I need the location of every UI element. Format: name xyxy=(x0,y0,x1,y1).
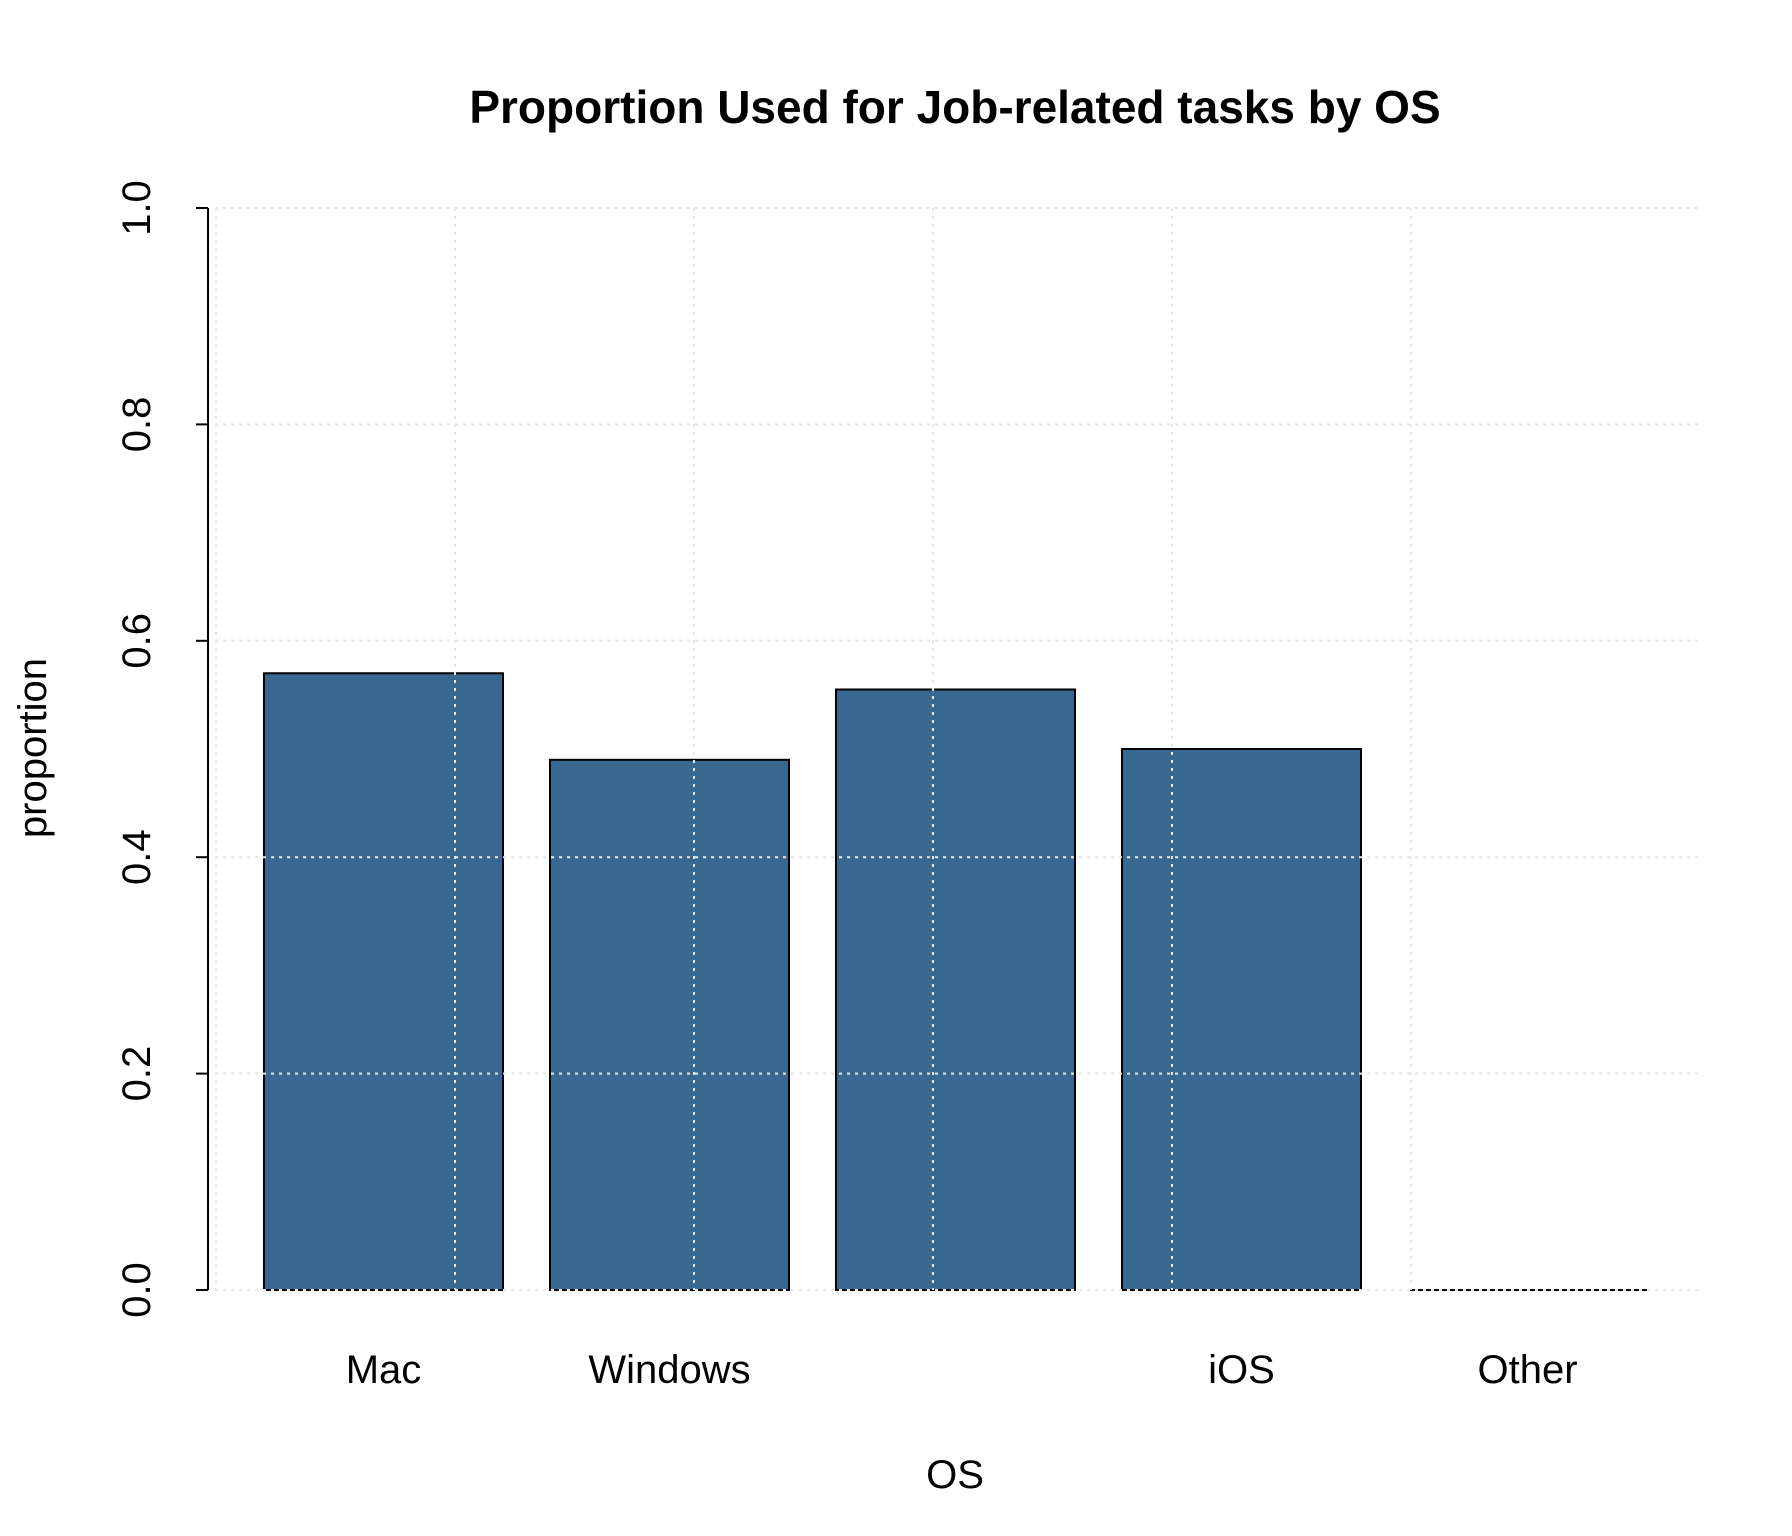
y-axis: 0.0 0.2 0.4 0.6 0.8 1.0 xyxy=(115,180,209,1318)
x-tick-label-ios: iOS xyxy=(1208,1348,1275,1392)
y-tick-label: 0.2 xyxy=(115,1046,159,1102)
y-tick-label: 1.0 xyxy=(115,180,159,236)
x-tick-label-other: Other xyxy=(1477,1348,1577,1392)
y-axis-label: proportion xyxy=(11,658,55,838)
y-tick-label: 0.0 xyxy=(115,1262,159,1318)
bars xyxy=(215,207,1700,1291)
bar-ios xyxy=(1121,748,1362,1291)
bar-category-3 xyxy=(835,688,1076,1291)
bar-mac xyxy=(263,672,504,1291)
y-tick-label: 0.4 xyxy=(115,829,159,885)
x-axis-label: OS xyxy=(926,1453,984,1497)
y-tick-label: 0.8 xyxy=(115,397,159,453)
x-tick-label-windows: Windows xyxy=(588,1348,750,1392)
bar-windows xyxy=(549,758,790,1291)
x-tick-label-mac: Mac xyxy=(346,1348,422,1392)
chart-title: Proportion Used for Job-related tasks by… xyxy=(469,81,1440,133)
x-axis-ticks: Mac Windows iOS Other xyxy=(346,1348,1578,1392)
y-tick-label: 0.6 xyxy=(115,613,159,669)
